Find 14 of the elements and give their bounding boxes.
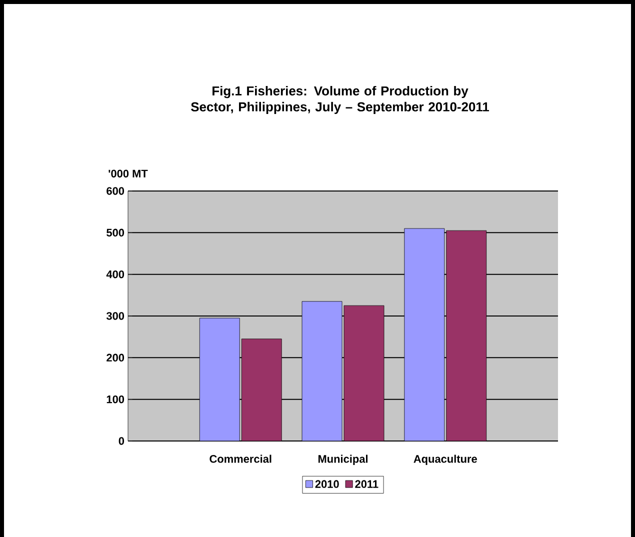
y-tick-label: 100: [106, 395, 124, 404]
y-tick-label: 0: [118, 437, 124, 445]
y-tick-label: 200: [106, 354, 124, 362]
x-tick-label: Aquaculture: [414, 454, 477, 465]
x-tick-label: Municipal: [318, 454, 368, 465]
legend-label: 2010: [315, 480, 339, 488]
y-tick-label: 400: [106, 270, 124, 278]
y-tick-label: 300: [106, 312, 124, 320]
legend-label: 2011: [355, 480, 378, 488]
y-tick-label: 500: [106, 228, 124, 237]
chart-title: Fig.1 Fisheries: Volume of Production by Sector, Philippines, July – September 2010-2011: [191, 86, 490, 114]
y-axis-title: '000 MT: [108, 170, 148, 178]
x-tick-label: Commercial: [210, 454, 272, 463]
y-tick-label: 600: [106, 187, 124, 195]
